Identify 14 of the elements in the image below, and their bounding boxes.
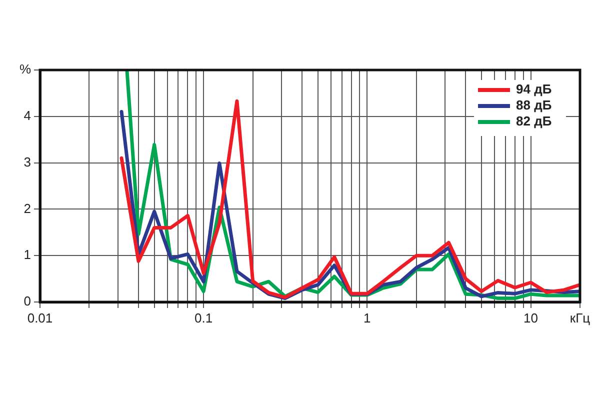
- legend-label: 88 дБ: [516, 98, 552, 113]
- x-tick-label: 0.1: [194, 310, 213, 326]
- y-tick-label: %: [19, 62, 32, 77]
- y-tick-label: 1: [24, 247, 31, 262]
- y-tick-label: 3: [24, 154, 31, 170]
- x-tick-label: кГц: [570, 310, 591, 326]
- y-tick-label: 2: [24, 200, 31, 216]
- legend-label: 94 дБ: [516, 82, 552, 97]
- x-tick-label: 0.01: [27, 310, 53, 326]
- y-tick-label: 4: [24, 108, 31, 123]
- x-tick-label: 10: [524, 310, 538, 326]
- x-tick-label: 1: [364, 310, 371, 326]
- legend-label: 82 дБ: [516, 114, 552, 129]
- y-tick-label: 0: [24, 294, 31, 309]
